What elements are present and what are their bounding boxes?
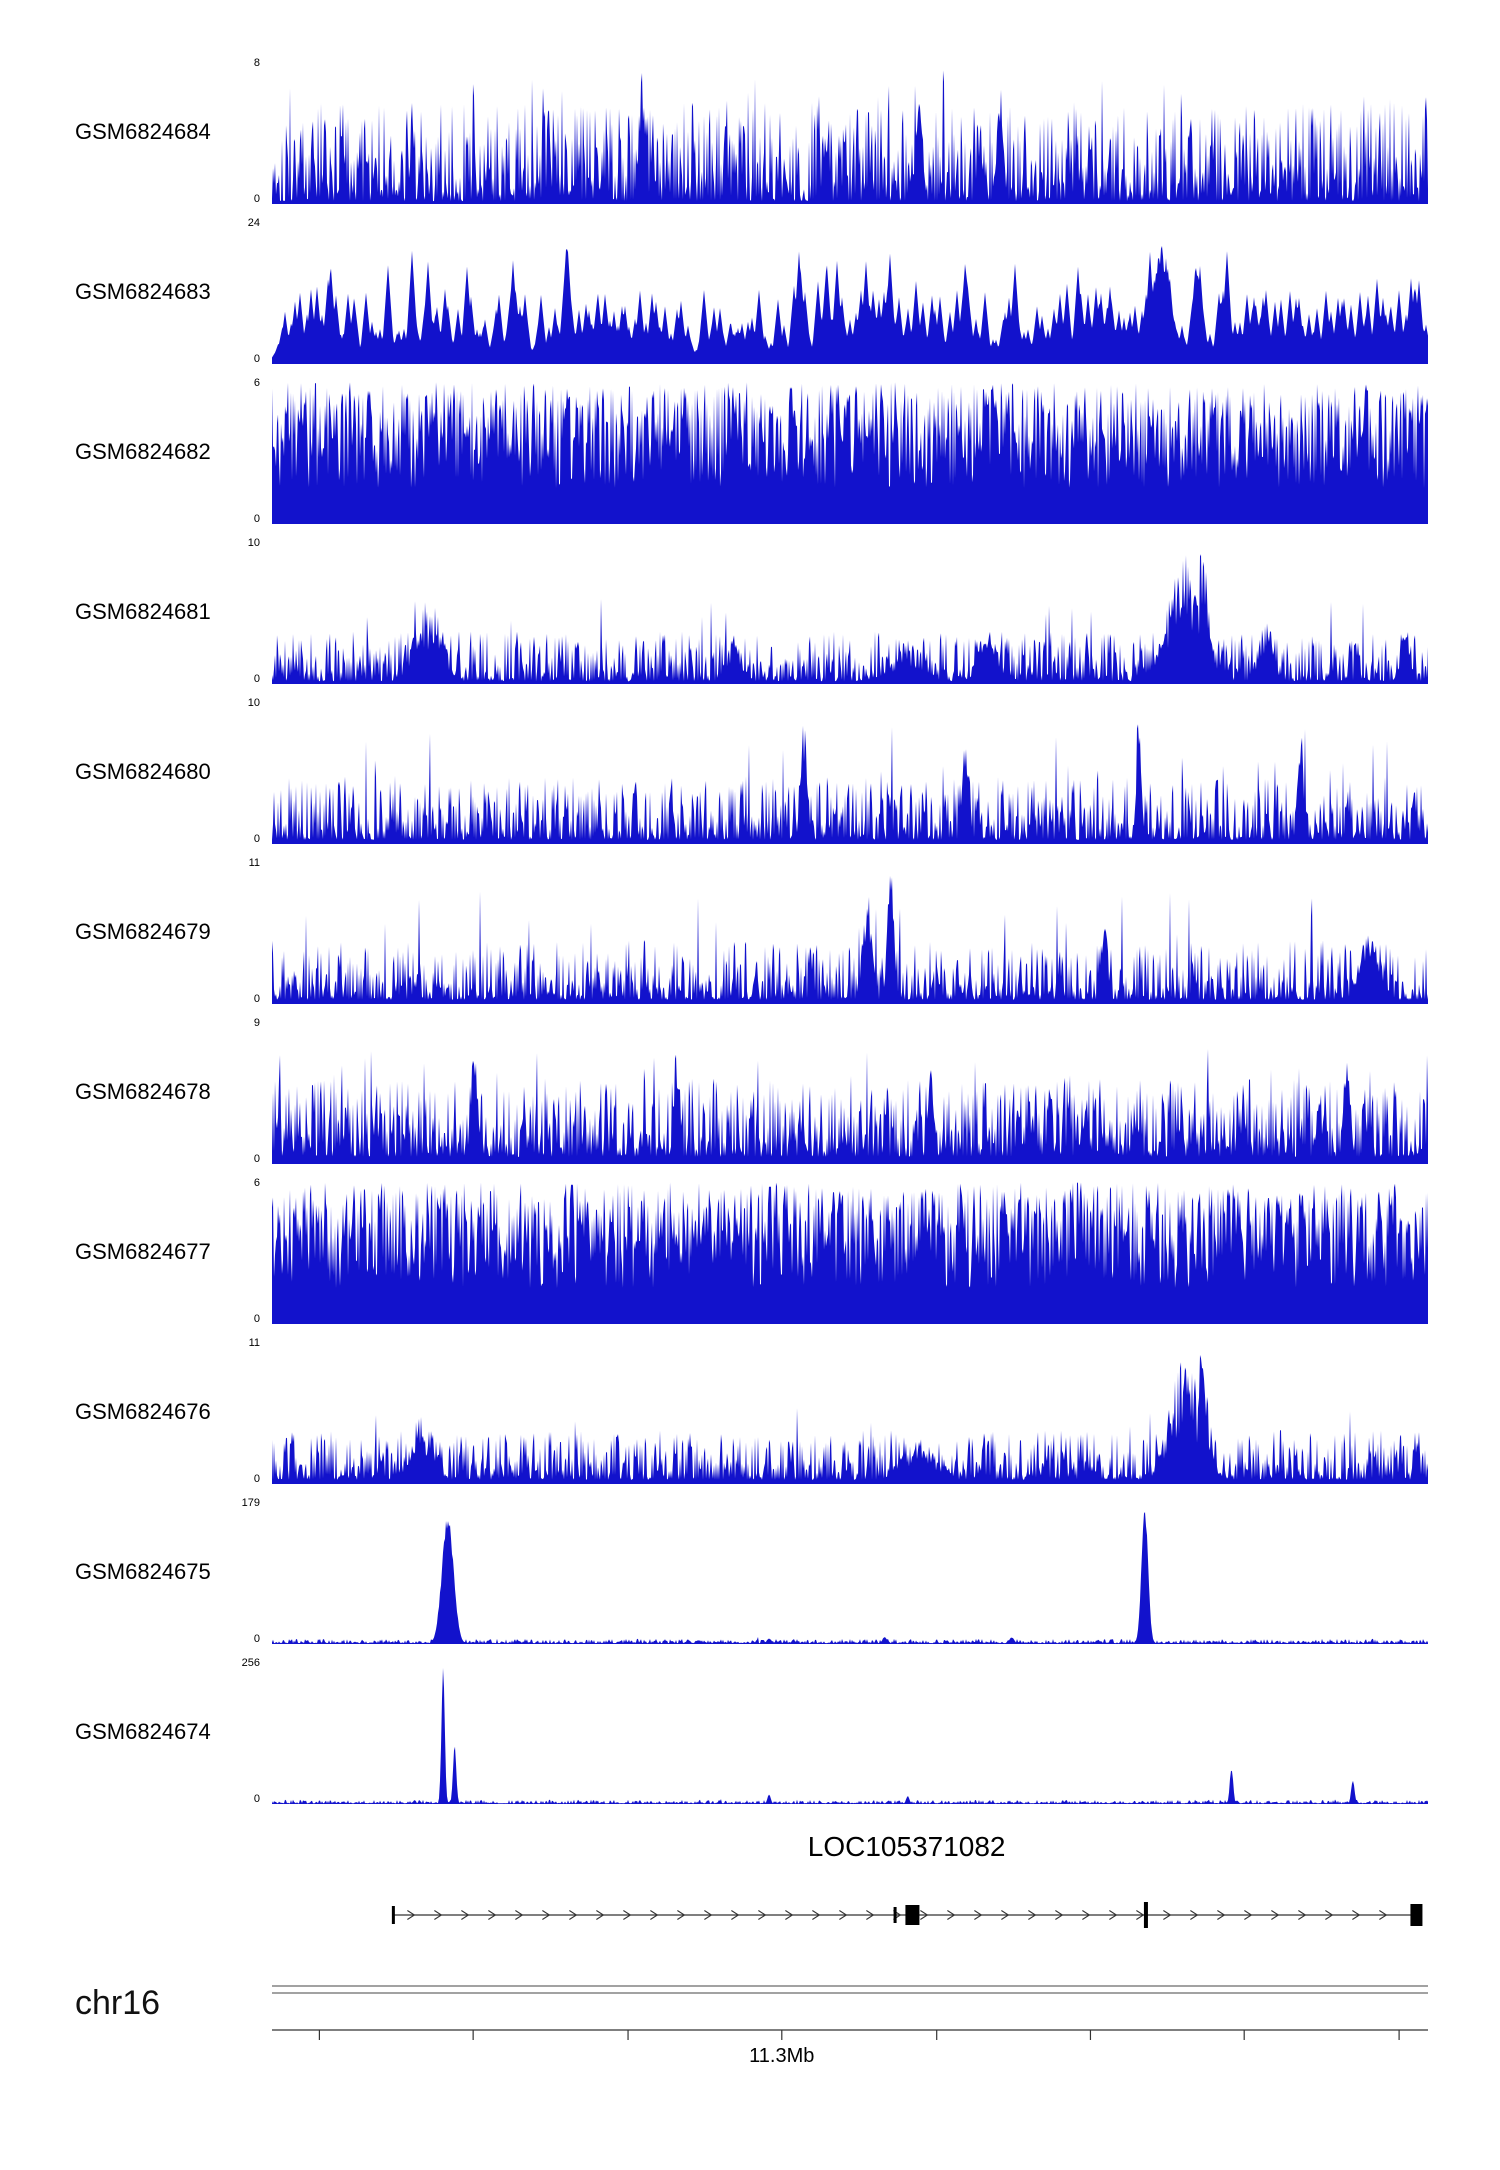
track-row: GSM6824678 9 0 <box>0 1017 1500 1182</box>
track-row: GSM6824677 6 0 <box>0 1177 1500 1342</box>
y-zero-label: 0 <box>253 193 260 205</box>
track-row: GSM6824679 11 0 <box>0 857 1500 1022</box>
track-label: GSM6824674 <box>75 1719 211 1744</box>
track-label: GSM6824678 <box>75 1079 211 1104</box>
y-zero-label: 0 <box>253 353 260 365</box>
signal-area <box>272 246 1428 364</box>
track-row: GSM6824681 10 0 <box>0 537 1500 702</box>
y-zero-label: 0 <box>253 1473 260 1485</box>
coverage-polygon <box>272 724 1428 844</box>
track-label: GSM6824683 <box>75 279 211 304</box>
track-row: GSM6824674 256 0 <box>0 1657 1500 1822</box>
track-label: GSM6824680 <box>75 759 211 784</box>
y-max-label: 11 <box>248 1337 260 1349</box>
coverage-polygon <box>272 1668 1428 1804</box>
y-max-label: 9 <box>253 1017 260 1029</box>
track-row: GSM6824684 8 0 <box>0 57 1500 222</box>
coverage-polygon <box>272 875 1428 1004</box>
y-max-label: 256 <box>241 1657 260 1669</box>
signal-area <box>272 875 1428 1004</box>
signal-area <box>272 1355 1428 1484</box>
signal-area <box>272 1049 1428 1164</box>
signal-area <box>272 1512 1428 1644</box>
y-zero-label: 0 <box>253 513 260 525</box>
y-max-label: 24 <box>247 217 260 229</box>
coverage-polygon <box>272 70 1428 204</box>
y-zero-label: 0 <box>253 993 260 1005</box>
signal-area <box>272 1668 1428 1804</box>
track-row: GSM6824680 10 0 <box>0 697 1500 862</box>
y-max-label: 10 <box>247 697 260 709</box>
track-row: GSM6824683 24 0 <box>0 217 1500 382</box>
track-label: GSM6824676 <box>75 1399 211 1424</box>
signal-area <box>272 382 1428 524</box>
track-label: GSM6824675 <box>75 1559 211 1584</box>
gene-name-label: LOC105371082 <box>807 1831 1006 1862</box>
track-row: GSM6824675 179 0 <box>0 1497 1500 1662</box>
track-label: GSM6824677 <box>75 1239 211 1264</box>
signal-area <box>272 724 1428 844</box>
coverage-polygon <box>272 1355 1428 1484</box>
coverage-polygon <box>272 1182 1428 1324</box>
coverage-polygon <box>272 1049 1428 1164</box>
coverage-polygon <box>272 1512 1428 1644</box>
signal-area <box>272 1182 1428 1324</box>
track-label: GSM6824684 <box>75 119 211 144</box>
track-row: GSM6824682 6 0 <box>0 377 1500 542</box>
coordinate-ruler: 11.3Mb <box>272 1985 1428 2067</box>
genome-axis-track: chr16 11.3Mb <box>0 1960 1500 2120</box>
coverage-polygon <box>272 382 1428 524</box>
y-zero-label: 0 <box>253 833 260 845</box>
y-max-label: 179 <box>241 1497 260 1509</box>
coverage-polygon <box>272 554 1428 684</box>
y-max-label: 8 <box>253 57 260 69</box>
gene-annotation-track: LOC105371082 <box>272 1805 1428 1955</box>
y-zero-label: 0 <box>253 1633 260 1645</box>
y-max-label: 6 <box>253 1177 260 1189</box>
signal-area <box>272 554 1428 684</box>
y-zero-label: 0 <box>253 1313 260 1325</box>
track-row: GSM6824676 11 0 <box>0 1337 1500 1502</box>
position-label: 11.3Mb <box>749 2045 814 2067</box>
y-zero-label: 0 <box>253 673 260 685</box>
track-label: GSM6824682 <box>75 439 211 464</box>
chromosome-label: chr16 <box>75 1984 161 2022</box>
signal-area <box>272 70 1428 204</box>
track-label: GSM6824679 <box>75 919 211 944</box>
gene-model <box>391 1902 1423 1928</box>
y-zero-label: 0 <box>253 1153 260 1165</box>
y-max-label: 10 <box>247 537 260 549</box>
y-max-label: 6 <box>253 377 260 389</box>
track-label: GSM6824681 <box>75 599 211 624</box>
coverage-polygon <box>272 246 1428 364</box>
y-zero-label: 0 <box>253 1793 260 1805</box>
y-max-label: 11 <box>248 857 260 869</box>
coverage-tracks: GSM6824684 8 0 GSM6824683 24 0 GSM682468… <box>0 57 1500 1822</box>
